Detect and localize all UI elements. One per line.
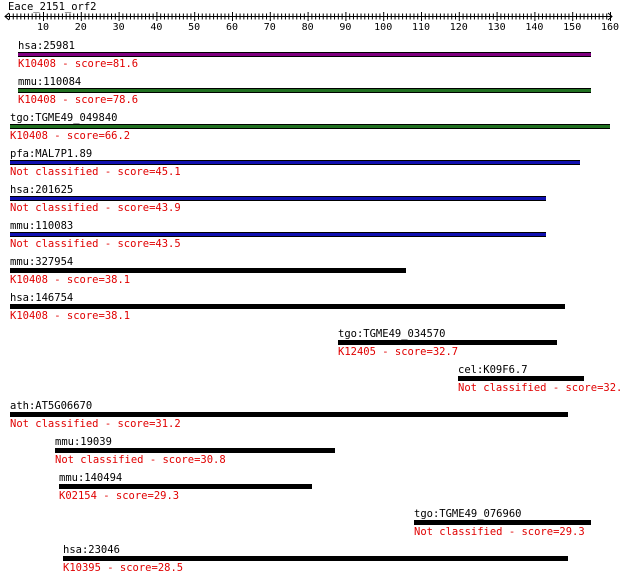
hit-alignment-bar[interactable]: [59, 484, 312, 489]
hit-alignment-bar[interactable]: [18, 88, 591, 93]
position-ruler: [4, 12, 613, 21]
hit-label[interactable]: hsa:25981: [18, 40, 75, 52]
hit-score: Not classified - score=32.0: [458, 382, 620, 394]
ruler-tick-label: 110: [411, 22, 431, 33]
hit-alignment-bar[interactable]: [10, 196, 546, 201]
hit-label[interactable]: tgo:TGME49_049840: [10, 112, 118, 124]
ruler-tick-label: 140: [525, 22, 544, 33]
ruler-tick-label: 70: [263, 22, 276, 33]
hit-label[interactable]: mmu:110084: [18, 76, 82, 88]
hit-score: Not classified - score=45.1: [10, 166, 181, 178]
ruler-tick-label: 30: [112, 22, 125, 33]
hit-score: K10408 - score=66.2: [10, 130, 131, 142]
ruler-tick-label: 80: [301, 22, 314, 33]
hit-alignment-bar[interactable]: [458, 376, 584, 381]
hit-alignment-bar[interactable]: [10, 160, 580, 165]
hit-score: K10408 - score=38.1: [10, 274, 131, 286]
hit-alignment-bar[interactable]: [10, 412, 568, 417]
hit-score: Not classified - score=30.8: [55, 454, 226, 466]
ruler-tick-label: 10: [36, 22, 50, 33]
hit-score: Not classified - score=43.5: [10, 238, 181, 250]
hit-alignment-bar[interactable]: [63, 556, 568, 561]
hit-score: Not classified - score=43.9: [10, 202, 181, 214]
hit-alignment-bar[interactable]: [18, 52, 591, 57]
hit-score: K10408 - score=81.6: [18, 58, 139, 70]
ruler-tick-label: 100: [374, 22, 393, 33]
ruler-tick-label: 120: [449, 22, 468, 33]
hit-label[interactable]: mmu:19039: [55, 436, 112, 448]
hit-label[interactable]: tgo:TGME49_034570: [338, 328, 446, 340]
hit-label[interactable]: mmu:327954: [10, 256, 74, 268]
ruler-left-arrow: [4, 12, 10, 21]
hit-score: K10408 - score=78.6: [18, 94, 139, 106]
ruler-right-arrow: [607, 12, 613, 21]
hit-score: K10395 - score=28.5: [63, 562, 184, 574]
ruler-tick-label: 20: [74, 22, 87, 33]
hit-alignment-bar[interactable]: [10, 124, 610, 129]
hit-label[interactable]: mmu:110083: [10, 220, 74, 232]
ruler-tick-label: 50: [188, 22, 201, 33]
hit-label[interactable]: tgo:TGME49_076960: [414, 508, 522, 520]
ruler-tick-label: 60: [225, 22, 239, 33]
hit-score: K02154 - score=29.3: [59, 490, 180, 502]
hit-alignment-bar[interactable]: [10, 304, 565, 309]
hit-label[interactable]: pfa:MAL7P1.89: [10, 148, 93, 160]
hit-score: Not classified - score=29.3: [414, 526, 585, 538]
hit-label[interactable]: ath:AT5G06670: [10, 400, 93, 412]
hit-score: Not classified - score=31.2: [10, 418, 181, 430]
hit-alignment-bar[interactable]: [338, 340, 557, 345]
hit-label[interactable]: hsa:146754: [10, 292, 74, 304]
hit-score: K12405 - score=32.7: [338, 346, 459, 358]
ruler-tick-label: 150: [563, 22, 582, 33]
hit-alignment-bar[interactable]: [55, 448, 335, 453]
hit-label[interactable]: mmu:140494: [59, 472, 123, 484]
hit-label[interactable]: hsa:201625: [10, 184, 74, 196]
query-title: Eace_2151_orf2: [8, 1, 97, 13]
ruler-tick-label: 40: [150, 22, 163, 33]
ruler-tick-label: 90: [339, 22, 352, 33]
ruler-tick-label: 160: [600, 22, 620, 33]
hit-alignment-bar[interactable]: [414, 520, 591, 525]
ruler-tick-label: 130: [487, 22, 506, 33]
hit-alignment-bar[interactable]: [10, 232, 546, 237]
hit-alignment-bar[interactable]: [10, 268, 406, 273]
hit-label[interactable]: hsa:23046: [63, 544, 120, 556]
hit-score: K10408 - score=38.1: [10, 310, 131, 322]
hit-label[interactable]: cel:K09F6.7: [458, 364, 528, 376]
